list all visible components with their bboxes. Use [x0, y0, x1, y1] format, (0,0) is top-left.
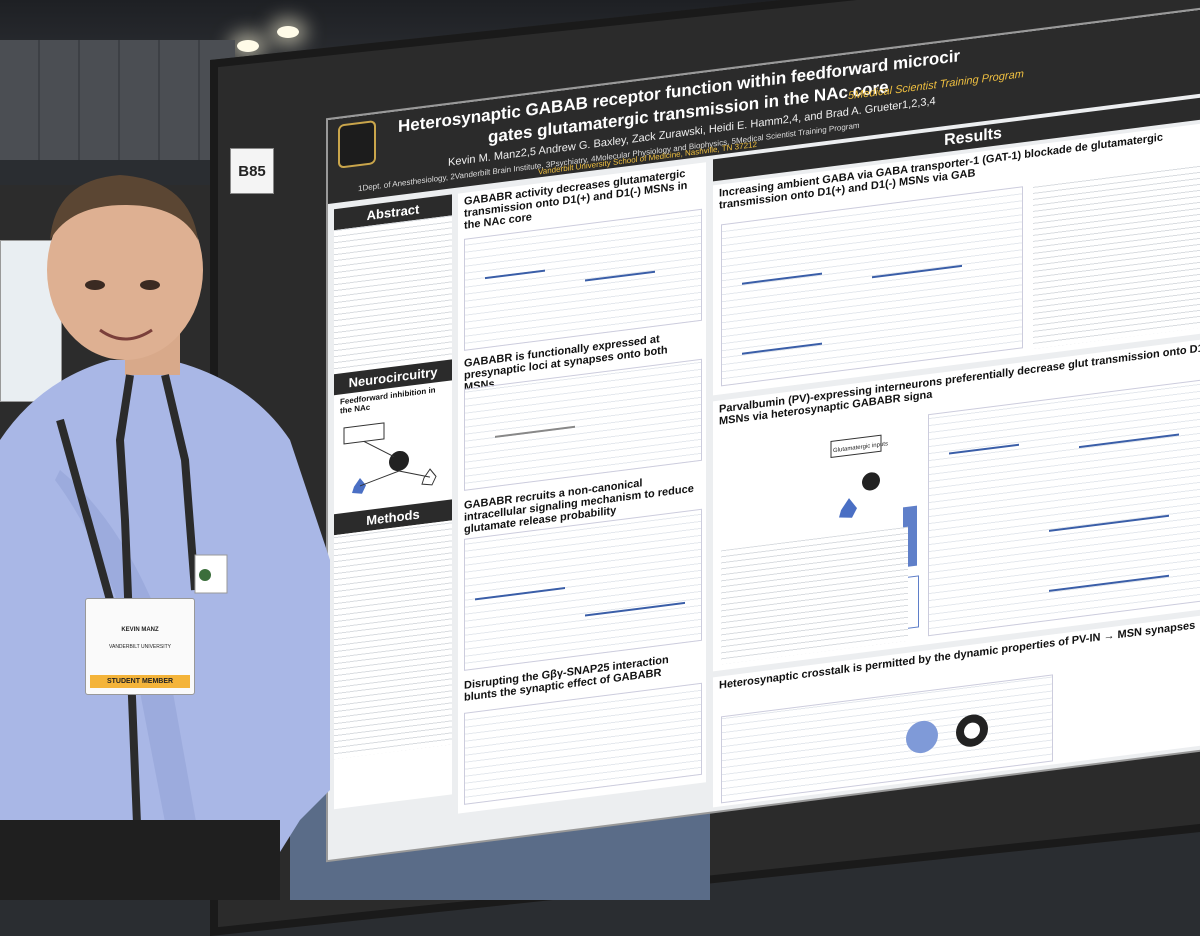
ephys-trace: [485, 269, 545, 280]
left-column: Abstract Neurocircuitry Feedforward inhi…: [334, 194, 452, 810]
middle-column: GABABR activity decreases glutamatergic …: [458, 162, 706, 814]
ephys-trace: [872, 264, 962, 279]
ceiling-light: [277, 26, 299, 38]
results-panel-crosstalk: Heterosynaptic crosstalk is permitted by…: [713, 611, 1200, 808]
abstract-text-block: [334, 215, 452, 375]
ephys-trace: [742, 342, 822, 355]
badge-organization: VANDERBILT UNIVERSITY: [109, 644, 171, 650]
ephys-trace: [1049, 574, 1169, 592]
ceiling-light: [237, 40, 259, 52]
figure-caption-block: [1033, 159, 1200, 349]
ephys-trace: [1079, 433, 1179, 449]
student-member-ribbon: STUDENT MEMBER: [90, 675, 190, 688]
ephys-trace: [475, 587, 565, 601]
ephys-trace: [585, 270, 655, 282]
figure-caption-block: [721, 526, 908, 665]
figure-panel: [928, 376, 1200, 637]
figure-panel: [721, 186, 1023, 387]
conference-name-badge: KEVIN MANZ VANDERBILT UNIVERSITY STUDENT…: [85, 598, 195, 695]
figure-panel: [721, 674, 1053, 804]
ephys-trace: [585, 601, 685, 617]
ephys-trace: [495, 425, 575, 438]
results-panel-pv: Parvalbumin (PV)-expressing interneurons…: [713, 335, 1200, 672]
ephys-trace: [742, 272, 822, 285]
neighbor-poster: [0, 240, 62, 402]
neurocircuit-diagram: [343, 422, 437, 494]
badge-name: KEVIN MANZ: [121, 627, 159, 633]
university-seal-icon: [338, 119, 376, 169]
pv-circuit-diagram: Glutamatergic inputs: [830, 434, 888, 518]
back-wall: [0, 40, 235, 160]
pie-charts: [906, 714, 988, 754]
research-poster: Heterosynaptic GABAB receptor function w…: [328, 6, 1200, 860]
ephys-trace: [1049, 514, 1169, 532]
methods-text-block: [334, 520, 452, 760]
booth-number-sign: B85: [230, 148, 274, 194]
ephys-trace: [949, 443, 1019, 455]
